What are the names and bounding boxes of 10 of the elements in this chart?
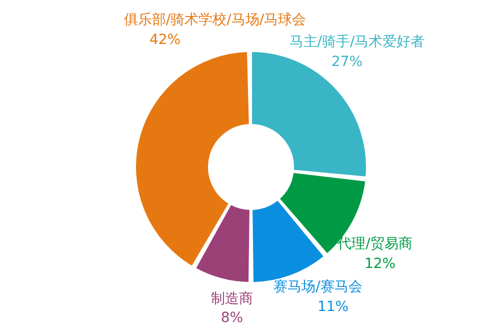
slice-label: 制造商 (211, 291, 253, 307)
slice-label: 马主/骑手/马术爱好者 (289, 34, 425, 50)
slice-label: 俱乐部/骑术学校/马场/马球会 (124, 12, 306, 28)
slice-label: 赛马场/赛马会 (274, 279, 362, 295)
data-label: 8% (220, 310, 244, 326)
data-label: 42% (149, 32, 181, 48)
data-label: 12% (364, 256, 396, 272)
slice-label: 代理/贸易商 (336, 236, 412, 252)
data-label: 27% (331, 54, 363, 70)
data-label: 11% (317, 299, 349, 315)
